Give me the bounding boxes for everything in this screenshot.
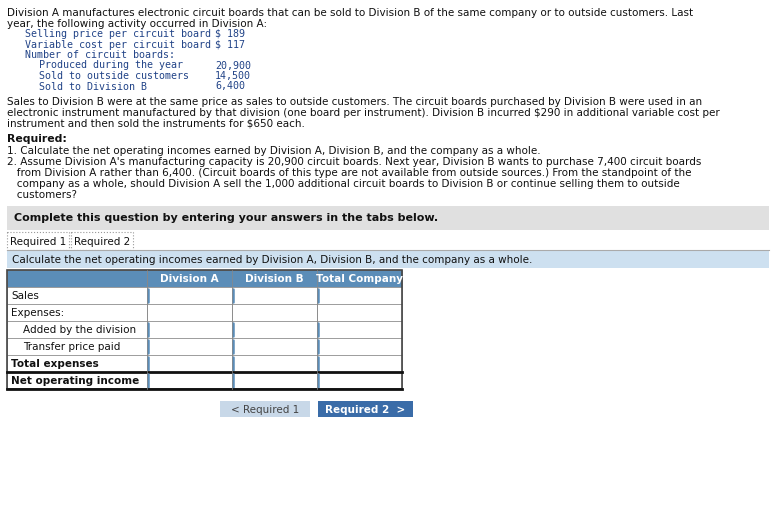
- Bar: [7, 287, 147, 304]
- Bar: [7, 321, 147, 338]
- Text: Sales to Division B were at the same price as sales to outside customers. The ci: Sales to Division B were at the same pri…: [7, 97, 702, 107]
- Bar: [7, 355, 147, 372]
- Text: < Required 1: < Required 1: [231, 405, 299, 415]
- Text: 6,400: 6,400: [215, 81, 245, 91]
- Bar: [318, 401, 413, 417]
- Bar: [232, 355, 317, 372]
- Text: Division B: Division B: [245, 274, 304, 284]
- Bar: [232, 287, 317, 304]
- Text: Complete this question by entering your answers in the tabs below.: Complete this question by entering your …: [14, 213, 438, 223]
- Bar: [147, 304, 232, 321]
- Bar: [232, 338, 317, 355]
- Text: Total expenses: Total expenses: [11, 359, 99, 369]
- Text: Expenses:: Expenses:: [11, 308, 65, 318]
- Text: Required 2: Required 2: [74, 237, 130, 247]
- Text: Sold to Division B: Sold to Division B: [39, 81, 147, 91]
- Bar: [7, 270, 147, 287]
- Text: Required 2  >: Required 2 >: [325, 405, 405, 415]
- Text: instrument and then sold the instruments for $650 each.: instrument and then sold the instruments…: [7, 119, 305, 129]
- Bar: [147, 270, 402, 287]
- Bar: [7, 338, 147, 355]
- Bar: [7, 232, 69, 250]
- Bar: [71, 232, 133, 250]
- Text: 1. Calculate the net operating incomes earned by Division A, Division B, and the: 1. Calculate the net operating incomes e…: [7, 146, 541, 156]
- Text: Transfer price paid: Transfer price paid: [23, 342, 121, 352]
- Text: Division A: Division A: [160, 274, 219, 284]
- Bar: [147, 338, 232, 355]
- Text: Total Company: Total Company: [316, 274, 403, 284]
- Text: Variable cost per circuit board: Variable cost per circuit board: [25, 39, 211, 49]
- Bar: [317, 287, 402, 304]
- Text: Selling price per circuit board: Selling price per circuit board: [25, 29, 211, 39]
- Bar: [232, 321, 317, 338]
- Bar: [317, 355, 402, 372]
- Text: Required 1: Required 1: [10, 237, 66, 247]
- Text: $ 189: $ 189: [215, 29, 245, 39]
- Bar: [232, 372, 317, 389]
- Text: company as a whole, should Division A sell the 1,000 additional circuit boards t: company as a whole, should Division A se…: [7, 179, 680, 189]
- Text: customers?: customers?: [7, 190, 77, 200]
- Text: Calculate the net operating incomes earned by Division A, Division B, and the co: Calculate the net operating incomes earn…: [12, 255, 532, 265]
- Text: electronic instrument manufactured by that division (one board per instrument). : electronic instrument manufactured by th…: [7, 108, 720, 118]
- Text: year, the following activity occurred in Division A:: year, the following activity occurred in…: [7, 19, 267, 29]
- Text: Number of circuit boards:: Number of circuit boards:: [25, 50, 175, 60]
- Bar: [7, 304, 147, 321]
- Text: 20,900: 20,900: [215, 61, 251, 71]
- Bar: [147, 321, 232, 338]
- Text: Produced during the year: Produced during the year: [39, 61, 183, 71]
- Text: 2. Assume Division A's manufacturing capacity is 20,900 circuit boards. Next yea: 2. Assume Division A's manufacturing cap…: [7, 157, 702, 167]
- Text: from Division A rather than 6,400. (Circuit boards of this type are not availabl: from Division A rather than 6,400. (Circ…: [7, 168, 692, 178]
- Text: $ 117: $ 117: [215, 39, 245, 49]
- Text: Required:: Required:: [7, 134, 67, 144]
- Bar: [317, 372, 402, 389]
- Text: Net operating income: Net operating income: [11, 376, 139, 386]
- Bar: [7, 270, 402, 389]
- Bar: [220, 401, 310, 417]
- Bar: [147, 355, 232, 372]
- Text: 14,500: 14,500: [215, 71, 251, 81]
- Bar: [7, 206, 769, 230]
- Bar: [7, 372, 147, 389]
- Bar: [232, 304, 317, 321]
- Bar: [317, 338, 402, 355]
- Bar: [147, 287, 232, 304]
- Text: Sales: Sales: [11, 291, 39, 301]
- Bar: [317, 304, 402, 321]
- Bar: [317, 321, 402, 338]
- Text: Added by the division: Added by the division: [23, 325, 136, 335]
- Bar: [147, 372, 232, 389]
- Text: Division A manufactures electronic circuit boards that can be sold to Division B: Division A manufactures electronic circu…: [7, 8, 693, 18]
- Text: Sold to outside customers: Sold to outside customers: [39, 71, 189, 81]
- Bar: [7, 251, 769, 268]
